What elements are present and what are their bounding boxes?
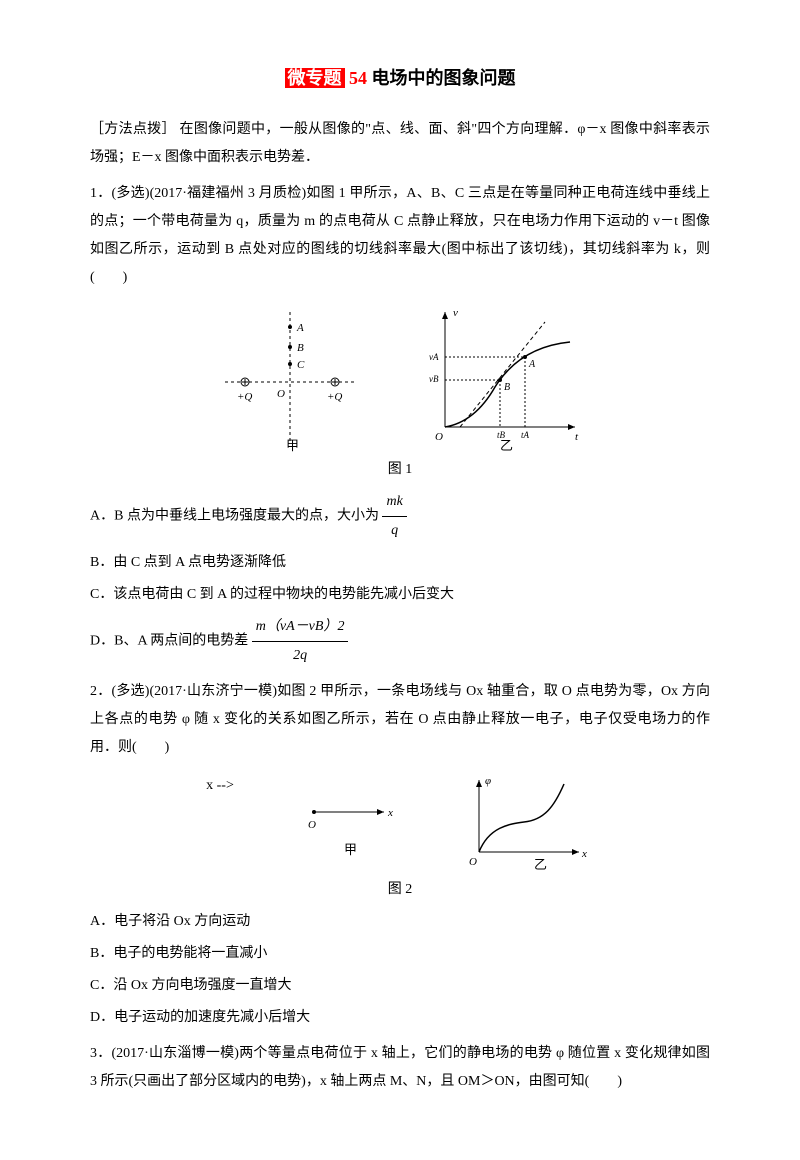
svg-text:vB: vB xyxy=(429,374,439,384)
q1-figures: +Q +Q O A B C 甲 O v t A B xyxy=(90,302,710,452)
q1-opt-d-text: D．B、A 两点间的电势差 xyxy=(90,634,248,649)
svg-text:A: A xyxy=(296,322,304,334)
svg-text:+Q: +Q xyxy=(327,391,342,403)
q3-stem: 3．(2017·山东淄博一模)两个等量点电荷位于 x 轴上，它们的静电场的电势 … xyxy=(90,1040,710,1096)
q2-fig-right: O φ x 乙 xyxy=(464,772,594,872)
svg-text:x: x xyxy=(581,848,587,860)
q2-fig-caption: 图 2 xyxy=(90,876,710,904)
svg-text:tA: tA xyxy=(521,430,530,440)
svg-text:v: v xyxy=(453,307,458,319)
q2-opt-b: B．电子的电势能将一直减小 xyxy=(90,940,710,968)
svg-text:O: O xyxy=(469,856,477,868)
q1-opt-a: A．B 点为中垂线上电场强度最大的点，大小为 mk q xyxy=(90,488,710,545)
title-prefix: 微专题 xyxy=(285,68,345,88)
svg-text:甲: 甲 xyxy=(286,438,299,452)
svg-text:vA: vA xyxy=(429,352,439,362)
q1-fig-left: +Q +Q O A B C 甲 xyxy=(215,302,365,452)
q1-stem: 1．(多选)(2017·福建福州 3 月质检)如图 1 甲所示，A、B、C 三点… xyxy=(90,180,710,292)
frac-num: m（vA－vB）2 xyxy=(252,613,349,642)
svg-text:φ: φ xyxy=(485,775,491,787)
q1-opt-c: C．该点电荷由 C 到 A 的过程中物块的电势能先减小后变大 xyxy=(90,581,710,609)
svg-text:B: B xyxy=(504,382,510,393)
q2-opt-d: D．电子运动的加速度先减小后增大 xyxy=(90,1004,710,1032)
svg-text:乙: 乙 xyxy=(534,857,547,872)
q1-opt-a-frac: mk q xyxy=(382,488,406,545)
svg-text:乙: 乙 xyxy=(500,438,513,452)
frac-num: mk xyxy=(382,488,406,517)
q1-fig-caption: 图 1 xyxy=(90,456,710,484)
q2-opt-c: C．沿 Ox 方向电场强度一直增大 xyxy=(90,972,710,1000)
svg-text:x: x xyxy=(387,807,393,819)
svg-text:O: O xyxy=(435,431,443,443)
title-rest: 电场中的图象问题 xyxy=(372,68,516,88)
q1-opt-d: D．B、A 两点间的电势差 m（vA－vB）2 2q xyxy=(90,613,710,670)
q2-stem: 2．(多选)(2017·山东济宁一模)如图 2 甲所示，一条电场线与 Ox 轴重… xyxy=(90,678,710,762)
frac-den: q xyxy=(382,517,406,545)
method-intro: ［方法点拨］ 在图像问题中，一般从图像的"点、线、面、斜"四个方向理解．φ－x … xyxy=(90,116,710,172)
svg-text:A: A xyxy=(528,359,536,370)
frac-den: 2q xyxy=(252,642,349,670)
svg-text:B: B xyxy=(297,342,304,354)
svg-text:O: O xyxy=(277,388,285,400)
q1-opt-a-text: A．B 点为中垂线上电场强度最大的点，大小为 xyxy=(90,509,379,524)
svg-text:C: C xyxy=(297,359,305,371)
svg-text:甲: 甲 xyxy=(344,842,357,857)
page-title: 微专题 54 电场中的图象问题 xyxy=(90,60,710,96)
svg-text:O: O xyxy=(308,819,316,831)
q1-opt-d-frac: m（vA－vB）2 2q xyxy=(252,613,349,670)
svg-text:+Q: +Q xyxy=(237,391,252,403)
q1-opt-b: B．由 C 点到 A 点电势逐渐降低 xyxy=(90,549,710,577)
q2-figures: x --> O x 甲 O φ x 乙 xyxy=(90,772,710,872)
q2-fig-left: O x 甲 xyxy=(294,772,404,862)
q1-fig-right: O v t A B vA vB tB tA 乙 xyxy=(425,302,585,452)
q2-opt-a: A．电子将沿 Ox 方向运动 xyxy=(90,908,710,936)
svg-text:t: t xyxy=(575,431,579,443)
title-number: 54 xyxy=(349,68,367,88)
